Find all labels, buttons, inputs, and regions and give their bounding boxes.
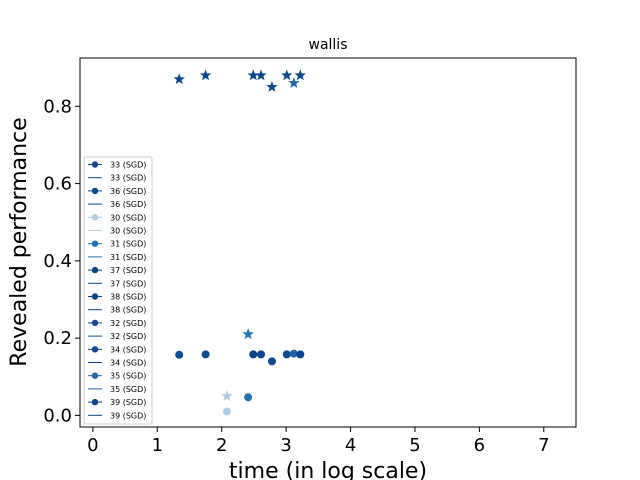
legend-marker [91,319,99,327]
legend-label: 37 (SGD) [110,279,146,288]
legend-label: 34 (SGD) [110,359,146,368]
data-point-star [294,69,307,81]
data-point-circle [289,349,298,358]
x-tick-label: 0 [87,435,98,456]
legend-label: 35 (SGD) [110,372,146,381]
y-tick-label: 0.2 [43,328,72,349]
legend-marker [91,214,99,221]
legend: 33 (SGD) 33 (SGD) 36 (SGD) 36 (SGD) 30 (SGD)… [83,156,153,425]
data-point-circle [222,407,231,416]
data-point-star [173,73,185,85]
x-axis-label: time (in log scale) [229,459,427,480]
x-tick-label: 1 [152,435,163,456]
x-tick-label: 6 [474,435,485,456]
data-point-circle [257,350,266,359]
legend-label: 36 (SGD) [110,200,146,209]
legend-label: 37 (SGD) [110,266,146,275]
legend-label: 32 (SGD) [110,332,146,341]
legend-label: 31 (SGD) [110,253,146,262]
legend-marker [91,266,99,274]
data-markers [173,69,307,416]
x-tick-label: 5 [409,435,420,456]
y-tick-label: 0.8 [43,96,72,117]
legend-marker [91,161,99,168]
x-tick-label: 2 [216,435,227,456]
legend-label: 33 (SGD) [110,174,146,183]
legend-label: 36 (SGD) [110,187,146,196]
y-tick-label: 0.4 [43,251,72,272]
legend-marker [91,293,99,300]
x-axis-ticks: 0 1 2 3 4 5 6 7 [87,427,550,456]
data-point-star [288,77,300,88]
legend-box [83,156,153,425]
y-axis-ticks: 0.0 0.2 0.4 0.6 0.8 [43,96,80,426]
legend-label: 39 (SGD) [110,398,146,407]
legend-marker [91,187,99,195]
x-tick-label: 4 [345,435,356,456]
legend-label: 31 (SGD) [110,240,146,249]
legend-label: 39 (SGD) [110,411,146,420]
data-point-circle [175,350,184,359]
data-point-star [242,328,254,340]
data-point-star [247,69,259,81]
data-point-star [221,390,233,401]
y-tick-label: 0.0 [43,405,72,426]
legend-label: 34 (SGD) [110,345,146,354]
y-axis-label: Revealed performance [7,117,32,366]
data-point-circle [201,350,210,359]
legend-label: 38 (SGD) [110,293,146,302]
plot-area-frame [79,57,577,428]
data-point-circle [267,357,276,366]
data-point-circle [249,350,258,359]
x-tick-label: 3 [280,435,291,456]
data-point-circle [282,350,291,359]
legend-marker [91,398,99,406]
legend-marker [91,240,99,247]
legend-label: 33 (SGD) [110,161,146,170]
chart-title: wallis [309,37,348,53]
legend-label: 30 (SGD) [110,227,146,236]
legend-label: 30 (SGD) [110,213,146,222]
legend-label: 35 (SGD) [110,385,146,394]
data-point-star [266,80,278,92]
legend-label: 38 (SGD) [110,306,146,315]
data-point-star [199,69,212,81]
y-tick-label: 0.6 [43,174,72,195]
data-point-circle [244,393,253,402]
legend-marker [91,346,99,353]
legend-marker [91,372,99,379]
data-point-circle [296,350,305,359]
data-point-star [255,69,267,81]
legend-label: 32 (SGD) [110,319,146,328]
data-point-star [281,69,293,81]
x-tick-label: 7 [538,435,549,456]
